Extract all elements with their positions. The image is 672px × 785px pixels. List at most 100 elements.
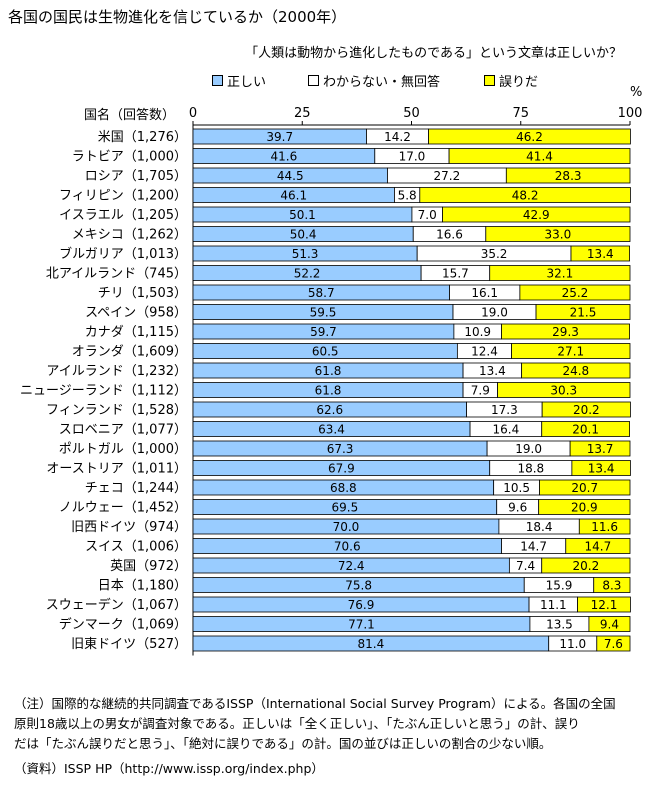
category-label: アイルランド（1,232） (46, 364, 187, 379)
chart-title: 各国の国民は生物進化を信じているか（2000年） (8, 8, 347, 26)
data-label: 18.8 (517, 462, 544, 476)
data-label: 12.1 (591, 598, 618, 612)
data-label: 15.9 (546, 579, 573, 593)
data-label: 70.0 (333, 520, 360, 534)
unit-label: % (630, 85, 643, 100)
data-label: 41.6 (271, 150, 298, 164)
category-label: ロシア（1,705） (85, 169, 187, 184)
data-label: 10.9 (464, 325, 491, 339)
data-label: 20.2 (573, 403, 600, 417)
data-label: 5.8 (398, 189, 417, 203)
note-line: だは「たぶん誤りだと思う」、「絶対に誤りである」の計。国の並びは正しいの割合の少… (14, 736, 552, 751)
category-label: チェコ（1,244） (85, 481, 187, 496)
data-label: 61.8 (315, 364, 342, 378)
data-label: 50.4 (290, 228, 317, 242)
data-label: 7.9 (471, 384, 490, 398)
data-label: 33.0 (545, 228, 572, 242)
data-label: 20.9 (571, 501, 598, 515)
data-label: 14.2 (384, 130, 411, 144)
data-label: 30.3 (550, 384, 577, 398)
category-label: カナダ（1,115） (85, 325, 187, 340)
category-label: 旧東ドイツ（527） (71, 636, 187, 652)
data-label: 19.0 (515, 442, 542, 456)
data-label: 46.1 (280, 189, 307, 203)
data-label: 20.1 (572, 423, 599, 437)
legend-swatch-unknown (308, 75, 319, 86)
data-label: 81.4 (357, 637, 384, 651)
category-label: フィンランド（1,528） (46, 403, 187, 418)
bar-segment (521, 362, 631, 379)
data-label: 58.7 (308, 286, 335, 300)
data-label: 10.5 (503, 481, 530, 495)
data-label: 19.0 (481, 306, 508, 320)
data-label: 11.6 (591, 520, 618, 534)
note-line: 原則18歳以上の男女が調査対象である。正しいは「全く正しい」、「たぶん正しいと思… (14, 716, 580, 731)
data-label: 75.8 (345, 579, 372, 593)
data-label: 16.1 (471, 286, 498, 300)
bar-segment (541, 421, 630, 437)
data-label: 59.7 (310, 325, 337, 339)
data-label: 7.4 (516, 559, 535, 573)
x-tick-label: 0 (189, 106, 197, 121)
bar-segment (442, 206, 631, 223)
bar-segment (519, 284, 631, 301)
category-label: チリ（1,503） (98, 286, 187, 301)
bar-segment (538, 499, 631, 515)
stacked-bar-chart: 0 25 50 75 100 米国（1,276） 39.7 14.2 46.2 ラトビア（1,00… (20, 106, 643, 656)
legend-item-unknown: わからない・無回答 (308, 71, 440, 90)
data-label: 44.5 (277, 169, 304, 183)
data-label: 32.1 (547, 267, 574, 281)
data-label: 16.4 (493, 423, 520, 437)
data-label: 29.3 (552, 325, 579, 339)
category-axis-header: 国名（回答数） (84, 108, 176, 123)
data-label: 77.1 (348, 618, 375, 632)
category-label: イスラエル（1,205） (59, 208, 187, 223)
data-label: 13.4 (587, 247, 614, 261)
bar-segment (541, 557, 631, 574)
category-label: ポルトガル（1,000） (59, 442, 187, 457)
data-label: 14.7 (585, 540, 612, 554)
category-label: メキシコ（1,262） (72, 228, 187, 243)
data-label: 8.3 (602, 579, 621, 593)
category-label: 米国（1,276） (98, 130, 187, 145)
data-label: 18.4 (526, 520, 553, 534)
data-label: 42.9 (523, 208, 550, 222)
data-label: 17.3 (491, 403, 518, 417)
category-label: フィリピン（1,200） (59, 189, 187, 204)
category-label: スイス（1,006） (85, 540, 187, 555)
category-label: ラトビア（1,000） (72, 150, 187, 165)
data-label: 20.7 (571, 481, 598, 495)
source-note: （資料）ISSP HP（http://www.issp.org/index.ph… (14, 761, 324, 776)
category-label: ノルウェー（1,452） (59, 501, 187, 516)
data-label: 24.8 (562, 364, 589, 378)
data-label: 11.1 (540, 598, 567, 612)
bar-segment (501, 323, 630, 340)
category-label: 英国（972） (110, 559, 187, 574)
x-tick-label: 100 (618, 106, 643, 121)
data-label: 13.5 (546, 618, 573, 632)
data-label: 70.6 (334, 540, 361, 554)
data-label: 20.2 (573, 559, 600, 573)
data-label: 68.8 (330, 481, 357, 495)
data-label: 67.3 (327, 442, 354, 456)
data-label: 52.2 (294, 267, 321, 281)
bar-segment (569, 440, 631, 457)
category-label: 日本（1,180） (98, 579, 187, 594)
data-label: 17.0 (399, 150, 426, 164)
legend-label-correct: 正しい (227, 75, 267, 90)
category-label: スウェーデン（1,067） (46, 597, 187, 613)
data-label: 46.2 (516, 130, 543, 144)
data-label: 13.7 (587, 442, 614, 456)
data-label: 9.4 (600, 618, 619, 632)
category-label: スペイン（958） (85, 306, 187, 321)
bar-segment (505, 167, 631, 184)
bar-segment (588, 616, 631, 632)
data-label: 41.4 (526, 150, 553, 164)
bar-segment (570, 245, 630, 262)
data-label: 62.6 (316, 403, 343, 417)
data-label: 7.6 (604, 637, 623, 651)
legend-label-unknown: わからない・無回答 (323, 75, 441, 90)
data-label: 51.3 (292, 247, 319, 261)
data-label: 72.4 (338, 559, 365, 573)
data-label: 14.7 (520, 540, 547, 554)
